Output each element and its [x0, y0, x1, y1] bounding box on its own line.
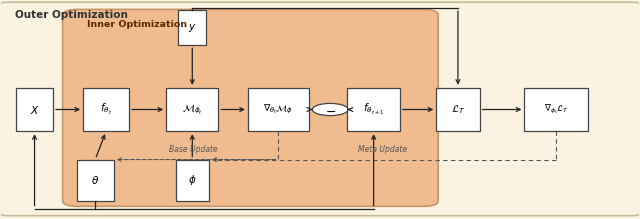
Text: $\theta$: $\theta$: [91, 174, 99, 186]
Text: $-$: $-$: [324, 105, 336, 118]
Text: $X$: $X$: [29, 104, 40, 115]
FancyBboxPatch shape: [178, 11, 206, 45]
FancyBboxPatch shape: [524, 88, 588, 131]
Text: $f_{\theta_t}$: $f_{\theta_t}$: [100, 102, 112, 117]
FancyBboxPatch shape: [248, 88, 309, 131]
FancyBboxPatch shape: [436, 88, 479, 131]
Text: $\phi$: $\phi$: [188, 173, 196, 187]
FancyBboxPatch shape: [63, 9, 438, 206]
Text: Base Update: Base Update: [169, 145, 218, 154]
FancyBboxPatch shape: [175, 160, 209, 201]
FancyBboxPatch shape: [77, 160, 114, 201]
Text: $\mathcal{M}_{\phi_t}$: $\mathcal{M}_{\phi_t}$: [182, 102, 203, 117]
Text: $\nabla_{\phi_t}\mathcal{L}_T$: $\nabla_{\phi_t}\mathcal{L}_T$: [544, 103, 569, 116]
FancyBboxPatch shape: [348, 88, 400, 131]
Text: Inner Optimization: Inner Optimization: [87, 20, 187, 29]
FancyBboxPatch shape: [166, 88, 218, 131]
Text: Outer Optimization: Outer Optimization: [15, 11, 127, 21]
Text: $\nabla_{\theta_t}\mathcal{M}_{\phi}$: $\nabla_{\theta_t}\mathcal{M}_{\phi}$: [264, 103, 294, 116]
Text: Meta Update: Meta Update: [358, 145, 407, 154]
FancyBboxPatch shape: [16, 88, 53, 131]
Circle shape: [312, 103, 348, 116]
FancyBboxPatch shape: [0, 2, 640, 216]
Text: $y$: $y$: [188, 22, 196, 34]
FancyBboxPatch shape: [83, 88, 129, 131]
Text: $\mathcal{L}_T$: $\mathcal{L}_T$: [451, 103, 465, 116]
Text: $f_{\theta_{t+1}}$: $f_{\theta_{t+1}}$: [363, 102, 384, 117]
